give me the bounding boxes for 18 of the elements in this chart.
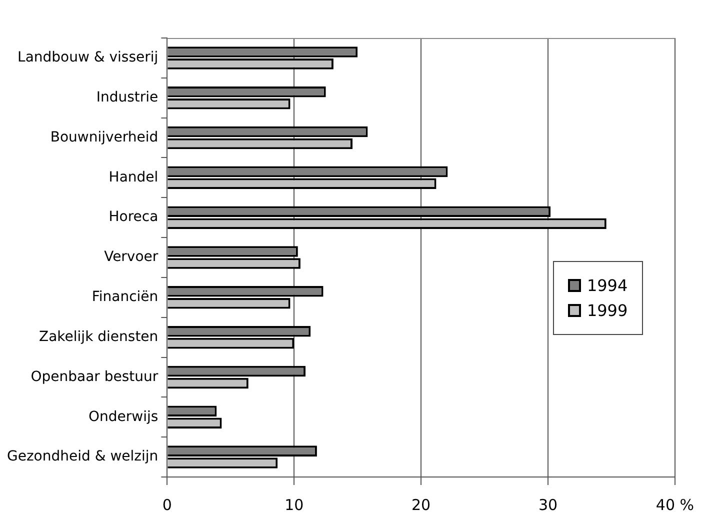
- y-tick-label: Bouwnijverheid: [50, 129, 158, 146]
- legend-label: 1994: [586, 276, 628, 294]
- y-tick-label: Handel: [108, 169, 158, 186]
- y-tick-label: Openbaar bestuur: [30, 368, 158, 385]
- y-tick-label: Onderwijs: [88, 408, 158, 425]
- y-tick-label: Zakelijk diensten: [39, 328, 158, 345]
- y-tick-label: Horeca: [108, 209, 158, 226]
- y-tick-label: Gezondheid & welzijn: [7, 448, 158, 465]
- x-tick-label: 30: [538, 496, 558, 514]
- x-tick-label: 0: [162, 496, 172, 514]
- legend-label: 1999: [586, 300, 628, 320]
- y-tick-label: Industrie: [96, 90, 158, 106]
- x-tick-label: 40 %: [656, 496, 694, 514]
- y-tick-label: Landbouw & visserij: [18, 50, 158, 66]
- x-tick-label: 10: [284, 496, 304, 514]
- y-tick-label: Vervoer: [104, 249, 158, 266]
- y-tick-label: Financiën: [92, 289, 158, 306]
- x-tick-label: 20: [412, 496, 431, 514]
